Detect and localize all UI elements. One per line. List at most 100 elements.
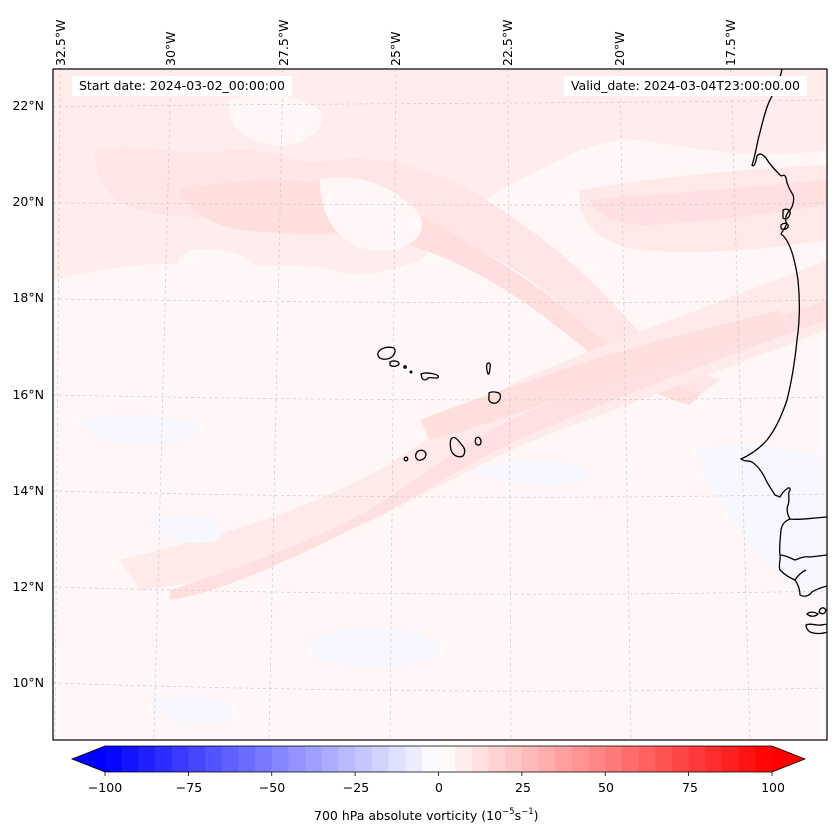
colorbar-segment	[355, 746, 373, 772]
field-patch-white	[320, 177, 422, 251]
lon-label: 32.5°W	[53, 19, 68, 66]
lon-label: 20°W	[612, 31, 627, 66]
cabo-verde-islands	[377, 346, 502, 462]
lat-label: 12°N	[12, 579, 44, 594]
colorbar-segment	[271, 746, 290, 772]
colorbar-segment	[388, 746, 406, 772]
lon-label: 25°W	[388, 31, 403, 66]
colorbar-segment	[721, 746, 740, 772]
colorbar-segment	[171, 746, 189, 772]
colorbar-segment	[105, 746, 123, 772]
field-band-capeverde-3	[420, 310, 780, 440]
colorbar-segment	[288, 746, 306, 772]
colorbar-segment	[538, 746, 556, 772]
colorbar-label-exp1: −5	[502, 807, 515, 817]
colorbar-segment	[638, 746, 656, 772]
colorbar-segment	[221, 746, 240, 772]
colorbar-tick-label: 100	[761, 780, 785, 795]
colorbar-segment	[621, 746, 640, 772]
colorbar-segment	[321, 746, 340, 772]
colorbar-segment	[238, 746, 256, 772]
colorbar-segment	[705, 746, 723, 772]
colorbar-label: 700 hPa absolute vorticity (10−5s−1)	[314, 808, 539, 823]
colorbar-segment	[421, 746, 440, 772]
colorbar-segment	[471, 746, 490, 772]
colorbar-segment	[488, 746, 506, 772]
colorbar-segment	[405, 746, 423, 772]
gridlines	[53, 69, 827, 740]
island-brava	[403, 456, 409, 462]
colorbar-segment	[738, 746, 756, 772]
colorbar-segment	[305, 746, 323, 772]
field-neg-patch	[150, 696, 232, 724]
lat-label: 14°N	[12, 483, 44, 498]
lon-label: 27.5°W	[276, 19, 291, 66]
field-band-capeverde-2	[170, 300, 827, 600]
map-frame	[52, 68, 828, 741]
lat-label: 22°N	[12, 98, 44, 113]
colorbar-tick-label: −50	[258, 780, 286, 795]
colorbar-segment	[655, 746, 673, 772]
colorbar-tick-label: −75	[175, 780, 203, 795]
island-fogo	[414, 449, 427, 461]
colorbar-extend-low	[72, 746, 105, 772]
colorbar	[70, 745, 807, 776]
island-sal	[485, 362, 491, 375]
colorbar-segment	[605, 746, 623, 772]
island-santiago	[449, 436, 466, 458]
colorbar-tick-label: 75	[682, 780, 698, 795]
field-patch-white	[229, 94, 322, 146]
field-neg-patch	[80, 414, 200, 445]
lat-label: 18°N	[12, 290, 44, 305]
island-sao-vicente	[389, 360, 400, 368]
field-neg-patch	[150, 516, 222, 544]
colorbar-label-mid: s	[514, 808, 522, 823]
colorbar-segment	[455, 746, 473, 772]
colorbar-tick-label: −25	[342, 780, 370, 795]
colorbar-label-exp2: −1	[521, 807, 534, 817]
colorbar-label-end: )	[533, 808, 539, 823]
colorbar-segment	[588, 746, 606, 772]
field-neg-patch	[700, 445, 827, 600]
lat-label: 10°N	[12, 675, 44, 690]
field-neg-patch	[470, 460, 590, 486]
colorbar-segment	[571, 746, 590, 772]
colorbar-segment	[688, 746, 706, 772]
lon-label: 22.5°W	[500, 19, 515, 66]
colorbar-segment	[521, 746, 540, 772]
colorbar-tick-label: 25	[515, 780, 531, 795]
lat-label: 16°N	[12, 387, 44, 402]
field-neg-patch	[310, 627, 440, 667]
colorbar-segment	[755, 746, 773, 772]
lat-label: 20°N	[12, 194, 44, 209]
colorbar-segment	[205, 746, 223, 772]
start-date-label: Start date: 2024-03-02_00:00:00	[72, 76, 292, 96]
colorbar-tick-label: 0	[435, 780, 443, 795]
island-sao-nicolau-w	[409, 370, 413, 374]
field-patch-white	[176, 248, 260, 290]
island-sao-nicolau	[420, 372, 440, 381]
lon-label: 17.5°W	[723, 19, 738, 66]
colorbar-extend-high	[772, 746, 805, 772]
colorbar-segment	[121, 746, 139, 772]
valid-date-label: Valid_date: 2024-03-04T23:00:00.00	[563, 76, 807, 96]
island-santo-antao	[377, 346, 396, 360]
colorbar-tick-label: 50	[598, 780, 614, 795]
colorbar-segment	[555, 746, 573, 772]
colorbar-segment	[671, 746, 690, 772]
island-boa-vista	[488, 391, 502, 404]
field-band-east-2	[590, 180, 827, 226]
africa-coastline	[739, 69, 827, 635]
colorbar-segment	[155, 746, 173, 772]
island-santa-luzia	[403, 365, 407, 369]
colorbar-tick-label: −100	[87, 780, 123, 795]
island-maio	[474, 436, 482, 446]
colorbar-segment	[438, 746, 456, 772]
colorbar-segment	[188, 746, 206, 772]
colorbar-segment	[255, 746, 273, 772]
colorbar-segment	[138, 746, 156, 772]
colorbar-segment	[338, 746, 356, 772]
vorticity-field	[53, 69, 827, 740]
lon-label: 30°W	[163, 31, 178, 66]
